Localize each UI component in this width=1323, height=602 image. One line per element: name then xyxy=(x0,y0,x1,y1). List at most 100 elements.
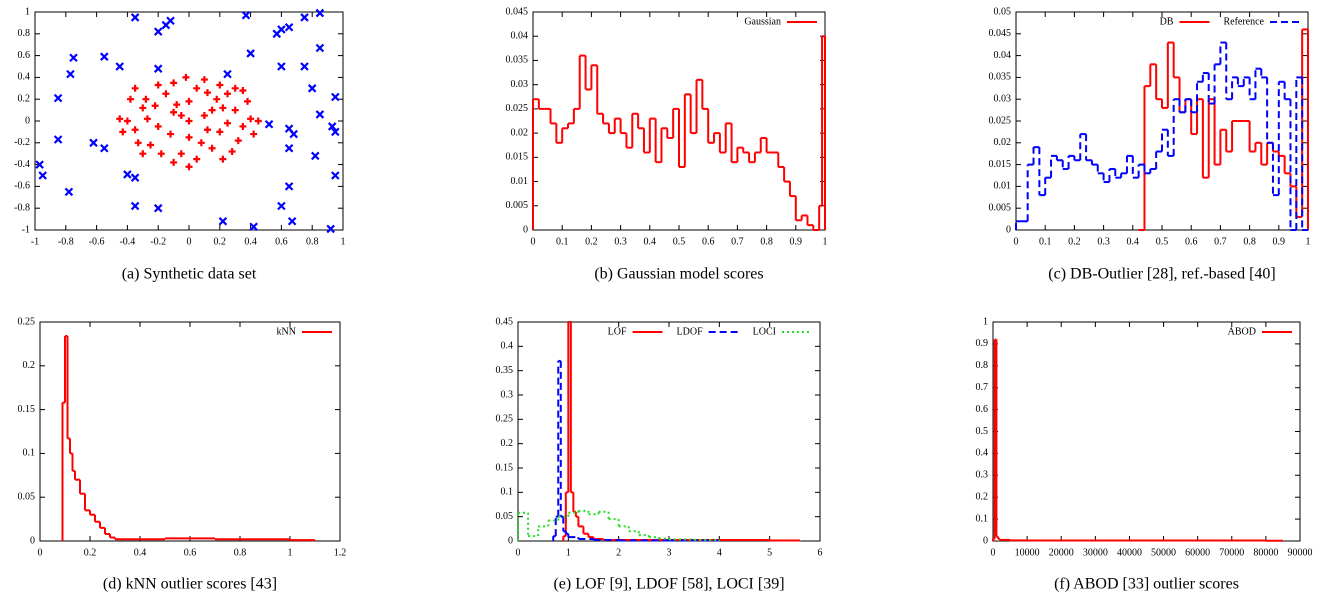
plot-frame xyxy=(517,321,821,542)
x-tick-label: 6 xyxy=(818,547,823,558)
point-marker xyxy=(284,182,294,191)
y-tick-label: 0.4 xyxy=(501,341,514,352)
point-marker xyxy=(284,143,294,153)
point-marker xyxy=(213,95,221,103)
legend-label: DB xyxy=(1160,16,1174,27)
x-tick-label: 0.4 xyxy=(644,236,657,247)
y-tick-label: 0.01 xyxy=(511,176,529,187)
point-marker xyxy=(203,89,211,97)
x-tick-label: 20000 xyxy=(1049,547,1074,558)
x-tick-label: 0.6 xyxy=(184,547,197,558)
x-tick-label: 90000 xyxy=(1288,547,1313,558)
x-tick-label: -1 xyxy=(31,236,39,247)
x-tick-label: 0.4 xyxy=(1127,236,1140,247)
y-tick-label: 0.15 xyxy=(18,404,36,415)
chart-panel: 0 0.1 0.2 0.3 0.4 0.5 0.6 0.7 0.8 0.9 1 0 0.005 0.01 0… xyxy=(989,6,1311,282)
point-marker xyxy=(38,171,47,180)
point-marker xyxy=(208,144,216,152)
y-tick-label: 0.9 xyxy=(976,338,989,349)
x-tick-label: -0.2 xyxy=(150,236,166,247)
point-marker xyxy=(35,160,44,169)
legend-label: kNN xyxy=(277,326,296,337)
y-tick-label: 0.6 xyxy=(976,404,989,415)
y-tick-label: 0.15 xyxy=(496,462,514,473)
point-marker xyxy=(64,187,74,197)
x-tick-label: 0.6 xyxy=(275,236,288,247)
point-marker xyxy=(244,97,252,105)
y-tick-label: 0.05 xyxy=(994,6,1012,17)
x-tick-label: 0 xyxy=(1014,236,1019,247)
x-tick-label: -0.4 xyxy=(119,236,135,247)
x-tick-label: 30000 xyxy=(1083,547,1108,558)
point-marker xyxy=(130,173,140,182)
x-tick-label: 0.6 xyxy=(1185,236,1198,247)
y-tick-label: 0.025 xyxy=(506,103,529,114)
point-marker xyxy=(170,158,178,166)
y-tick-label: 0 xyxy=(1006,224,1011,235)
y-tick-label: 0.8 xyxy=(976,360,989,371)
plot-frame xyxy=(1015,11,1309,231)
y-tick-label: 0.02 xyxy=(511,127,529,138)
y-tick-label: 0.2 xyxy=(18,93,31,104)
point-marker xyxy=(216,81,224,89)
point-marker xyxy=(193,84,201,92)
point-marker xyxy=(170,79,178,87)
y-tick-label: 0.25 xyxy=(496,414,514,425)
y-tick-label: -0.2 xyxy=(14,137,30,148)
point-marker xyxy=(177,150,185,158)
x-tick-label: 0.6 xyxy=(702,236,715,247)
x-tick-label: 10000 xyxy=(1015,547,1040,558)
x-tick-label: 0.4 xyxy=(244,236,257,247)
y-tick-label: 0.025 xyxy=(989,115,1012,126)
point-marker xyxy=(234,137,242,145)
x-tick-label: 0.8 xyxy=(1243,236,1256,247)
caption: (d) kNN outlier scores [43] xyxy=(103,576,277,593)
y-tick-label: 0.2 xyxy=(976,491,989,502)
x-tick-label: 0.8 xyxy=(234,547,247,558)
point-marker xyxy=(307,84,317,93)
y-tick-label: 0.05 xyxy=(18,491,36,502)
y-tick-label: 0.015 xyxy=(506,152,529,163)
y-tick-label: 0 xyxy=(523,224,528,235)
point-marker xyxy=(134,139,142,147)
legend-label: LDOF xyxy=(677,326,704,337)
point-marker xyxy=(170,108,178,116)
point-marker xyxy=(208,106,216,114)
point-marker xyxy=(126,95,134,103)
x-tick-label: -0.8 xyxy=(58,236,74,247)
x-tick-label: 1 xyxy=(823,236,828,247)
point-marker xyxy=(193,155,201,163)
y-tick-label: -0.6 xyxy=(14,181,30,192)
point-marker xyxy=(224,90,231,98)
point-marker xyxy=(139,104,147,112)
point-marker xyxy=(66,69,75,79)
point-marker xyxy=(315,43,325,53)
point-marker xyxy=(166,16,175,25)
y-tick-label: 0.35 xyxy=(496,365,514,376)
point-marker xyxy=(185,97,193,105)
x-tick-label: 50000 xyxy=(1151,547,1176,558)
x-tick-label: 0.9 xyxy=(790,236,803,247)
y-tick-label: 0.005 xyxy=(989,202,1012,213)
x-tick-label: 4 xyxy=(717,547,722,558)
x-tick-label: 0 xyxy=(991,547,996,558)
x-tick-label: 0 xyxy=(531,236,536,247)
legend-label: LOF xyxy=(608,326,627,337)
point-marker xyxy=(315,8,325,18)
x-tick-label: 0.9 xyxy=(1273,236,1286,247)
point-marker xyxy=(203,126,211,134)
y-tick-label: 0.01 xyxy=(994,181,1012,192)
y-tick-label: 0.03 xyxy=(511,79,529,90)
x-tick-label: 0.8 xyxy=(306,236,319,247)
caption: (f) ABOD [33] outlier scores xyxy=(1054,576,1239,593)
y-tick-label: 0.1 xyxy=(501,487,514,498)
chart-panel: -1 -0.8 -0.6 -0.4 -0.2 0 0.2 0.4 0.6 0.8 1 -1 -0.8 -0… xyxy=(14,6,345,282)
point-marker xyxy=(216,128,224,136)
point-marker xyxy=(123,170,132,179)
caption: (b) Gaussian model scores xyxy=(594,266,763,283)
point-marker xyxy=(231,106,239,114)
point-marker xyxy=(200,112,208,120)
y-tick-label: 0 xyxy=(25,115,30,126)
point-marker xyxy=(153,64,163,73)
point-marker xyxy=(143,115,151,123)
